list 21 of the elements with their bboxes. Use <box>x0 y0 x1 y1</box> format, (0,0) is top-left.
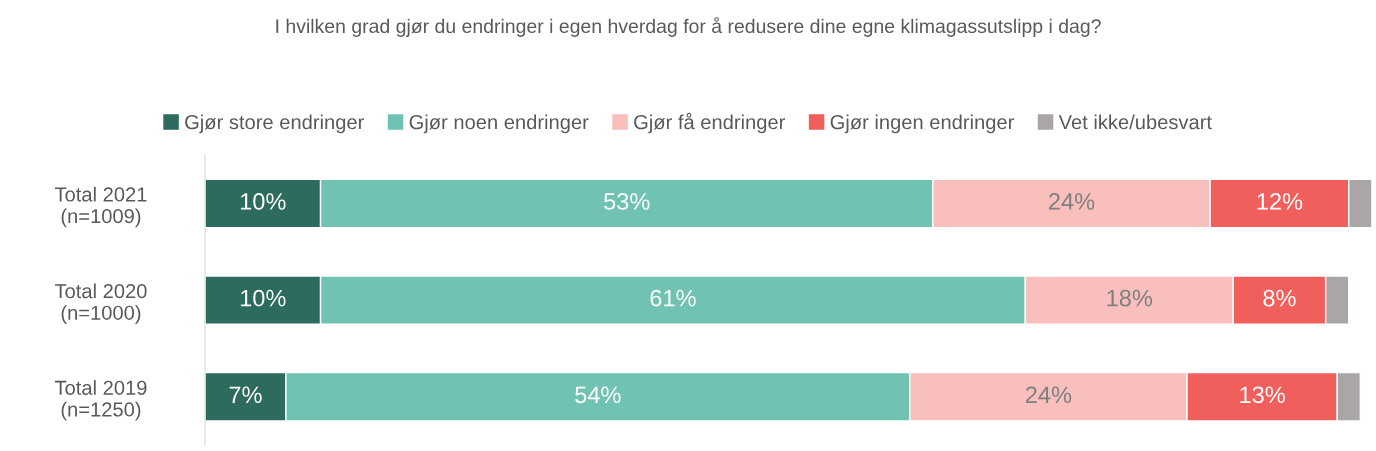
data-label: 13% <box>1240 386 1285 404</box>
data-label: 12% <box>1257 193 1303 210</box>
data-label: 54% <box>575 386 621 404</box>
data-label: 61% <box>650 289 696 307</box>
data-label: 10% <box>240 289 286 307</box>
y-tick-label: Total 2021 (n=1009) <box>54 186 147 228</box>
legend-label: Gjør store endringer <box>185 114 364 134</box>
legend-label: Gjør få endringer <box>634 112 786 134</box>
chart-title: I hvilken grad gjør du endringer i egen hverdag for å redusere dine egne klimagassutslipp i dag? <box>276 17 1101 37</box>
data-label: 18% <box>1107 289 1153 307</box>
legend-label: Gjør noen endringer <box>409 114 589 134</box>
data-label: 24% <box>1025 386 1072 404</box>
data-label: 8% <box>1263 289 1296 307</box>
data-label: 24% <box>1049 193 1095 210</box>
legend-label: Gjør ingen endringer <box>830 114 1015 134</box>
data-label: 10% <box>240 193 286 210</box>
data-label: 7% <box>229 386 262 404</box>
y-tick-label: Total 2019 (n=1250) <box>54 380 147 421</box>
data-label: 53% <box>604 193 650 210</box>
legend-label: Vet ikke/ubesvart <box>1058 114 1212 130</box>
y-tick-label: Total 2020 (n=1000) <box>54 283 147 324</box>
